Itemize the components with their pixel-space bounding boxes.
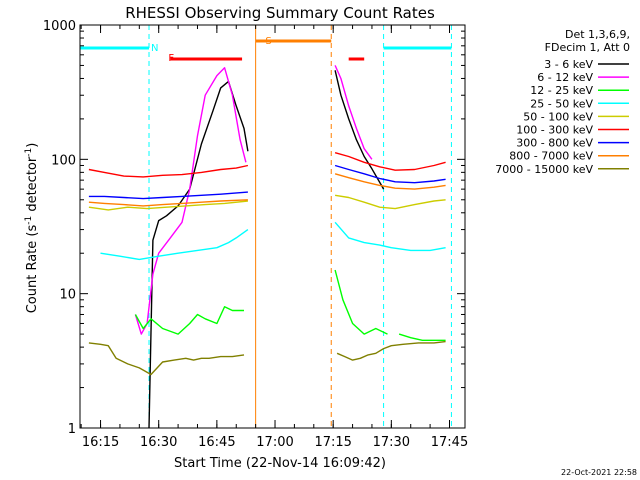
series-line-25-50-kev-1 — [334, 221, 446, 252]
series-line-800-7000-kev-0 — [88, 199, 248, 207]
series-line-12-25-kev-2 — [398, 333, 446, 341]
legend-header-line-1: Det 1,3,6,9, — [565, 28, 630, 41]
y-tick-label: 1000 — [43, 19, 76, 34]
legend-label-300-800-kev: 300 - 800 keV — [516, 137, 593, 150]
series-line-12-25-kev-0 — [134, 306, 244, 335]
legend-label-6-12-kev: 6 - 12 keV — [537, 71, 593, 84]
series-line-7000-15000-kev-0 — [88, 342, 245, 376]
y-tick-label: 100 — [51, 153, 76, 168]
x-tick-label: 17:45 — [431, 435, 468, 450]
y-axis-label: Count Rate (s-1 detector-1) — [24, 143, 40, 314]
series-line-12-25-kev-1 — [334, 269, 388, 335]
plot-frame — [79, 24, 466, 429]
series-line-25-50-kev-0 — [100, 229, 249, 261]
series-line-300-800-kev-1 — [334, 164, 446, 184]
x-axis-label: Start Time (22-Nov-14 16:09:42) — [174, 456, 386, 471]
chart-title: RHESSI Observing Summary Count Rates — [125, 4, 435, 22]
y-axis-label-end: ) — [25, 143, 40, 148]
legend-label-800-7000-kev: 800 - 7000 keV — [509, 150, 593, 163]
event-marker-f: F — [168, 53, 174, 64]
series-line-100-300-kev-1 — [334, 152, 446, 171]
series-line-6-12-kev-0 — [134, 67, 247, 335]
x-tick-label: 16:15 — [82, 435, 119, 450]
y-axis-label-main: Count Rate (s — [25, 225, 40, 314]
series-line-3-6-kev-0 — [148, 80, 249, 429]
y-tick-label: 1 — [68, 422, 76, 437]
legend-label-25-50-kev: 25 - 50 keV — [530, 97, 593, 110]
series-line-800-7000-kev-1 — [334, 173, 446, 190]
series-layer — [88, 65, 446, 429]
series-line-300-800-kev-0 — [88, 191, 248, 200]
y-axis-label-mid: detector — [25, 156, 40, 216]
series-line-50-100-kev-0 — [88, 200, 248, 211]
series-line-6-12-kev-1 — [334, 65, 373, 160]
y-axis-label-sup1: -1 — [24, 216, 34, 225]
legend-label-7000-15000-kev: 7000 - 15000 keV — [495, 163, 593, 176]
y-tick-label: 10 — [59, 288, 76, 303]
series-line-100-300-kev-0 — [88, 164, 249, 178]
event-marker-s: S — [265, 36, 271, 47]
event-bars-layer: NF S — [79, 25, 452, 428]
event-marker-n: N — [151, 43, 158, 54]
series-line-3-6-kev-1 — [334, 70, 385, 190]
x-tick-label: 16:45 — [198, 435, 235, 450]
legend-label-12-25-kev: 12 - 25 keV — [530, 84, 593, 97]
legend-label-100-300-kev: 100 - 300 keV — [516, 124, 593, 137]
series-line-50-100-kev-1 — [334, 194, 446, 210]
legend-label-50-100-kev: 50 - 100 keV — [523, 110, 593, 123]
footer-date: 22-Oct-2021 22:58 — [561, 468, 637, 477]
legend-label-3-6-kev: 3 - 6 keV — [544, 58, 593, 71]
x-tick-label: 17:15 — [314, 435, 351, 450]
legend-header-line-2: FDecim 1, Att 0 — [545, 41, 630, 54]
x-tick-label: 17:30 — [373, 435, 410, 450]
series-line-7000-15000-kev-1 — [336, 340, 446, 361]
x-tick-label: 17:00 — [256, 435, 293, 450]
axes-layer: 1 10 100 1000 16:15 16:30 16:45 17:00 17:15 17:30… — [43, 19, 468, 450]
x-tick-label: 16:30 — [140, 435, 177, 450]
y-axis-label-sup2: -1 — [24, 148, 34, 157]
